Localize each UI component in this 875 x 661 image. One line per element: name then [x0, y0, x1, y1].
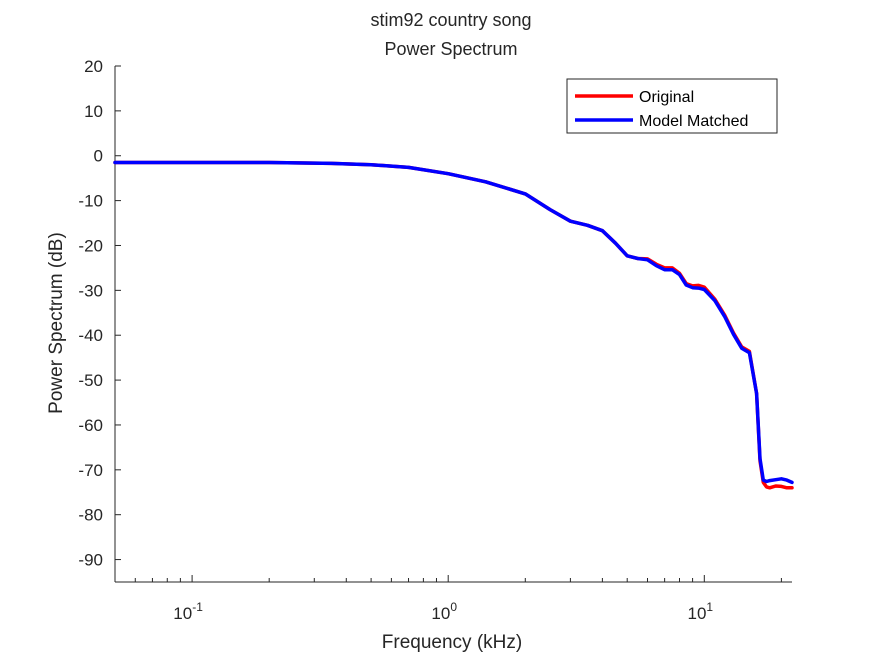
y-tick-label: -80 — [78, 506, 103, 525]
x-tick-base: 10 — [431, 604, 450, 623]
y-tick-label: -20 — [78, 236, 103, 255]
legend-label: Model Matched — [639, 113, 748, 130]
y-tick-label: 10 — [84, 102, 103, 121]
legend-box — [566, 78, 778, 134]
y-tick-label: -60 — [78, 416, 103, 435]
x-tick-label: 10-1 — [173, 600, 203, 623]
series-line-original — [113, 160, 794, 490]
chart-subtitle: Power Spectrum — [384, 39, 517, 59]
y-tick-label: -30 — [78, 281, 103, 300]
y-tick-label: -40 — [78, 326, 103, 345]
y-tick-label: -50 — [78, 371, 103, 390]
x-tick-exponent: 0 — [450, 600, 457, 614]
y-axis-label: Power Spectrum (dB) — [46, 232, 67, 414]
y-tick-label: 20 — [84, 57, 103, 76]
y-tick-label: -90 — [78, 551, 103, 570]
legend: Original Model Matched — [566, 78, 778, 134]
x-tick-base: 10 — [687, 604, 706, 623]
x-tick-label: 100 — [431, 600, 457, 623]
x-tick-exponent: -1 — [192, 600, 203, 614]
x-tick-label: 101 — [687, 600, 713, 623]
y-tick-label: -10 — [78, 192, 103, 211]
x-tick-exponent: 1 — [706, 600, 713, 614]
legend-label: Original — [639, 89, 694, 106]
plot-area — [113, 160, 794, 490]
chart-title: stim92 country song — [370, 10, 531, 30]
y-tick-label: 0 — [94, 147, 103, 166]
x-tick-base: 10 — [173, 604, 192, 623]
series-line-model-matched — [113, 160, 794, 485]
y-tick-label: -70 — [78, 461, 103, 480]
x-axis-label: Frequency (kHz) — [382, 632, 522, 653]
